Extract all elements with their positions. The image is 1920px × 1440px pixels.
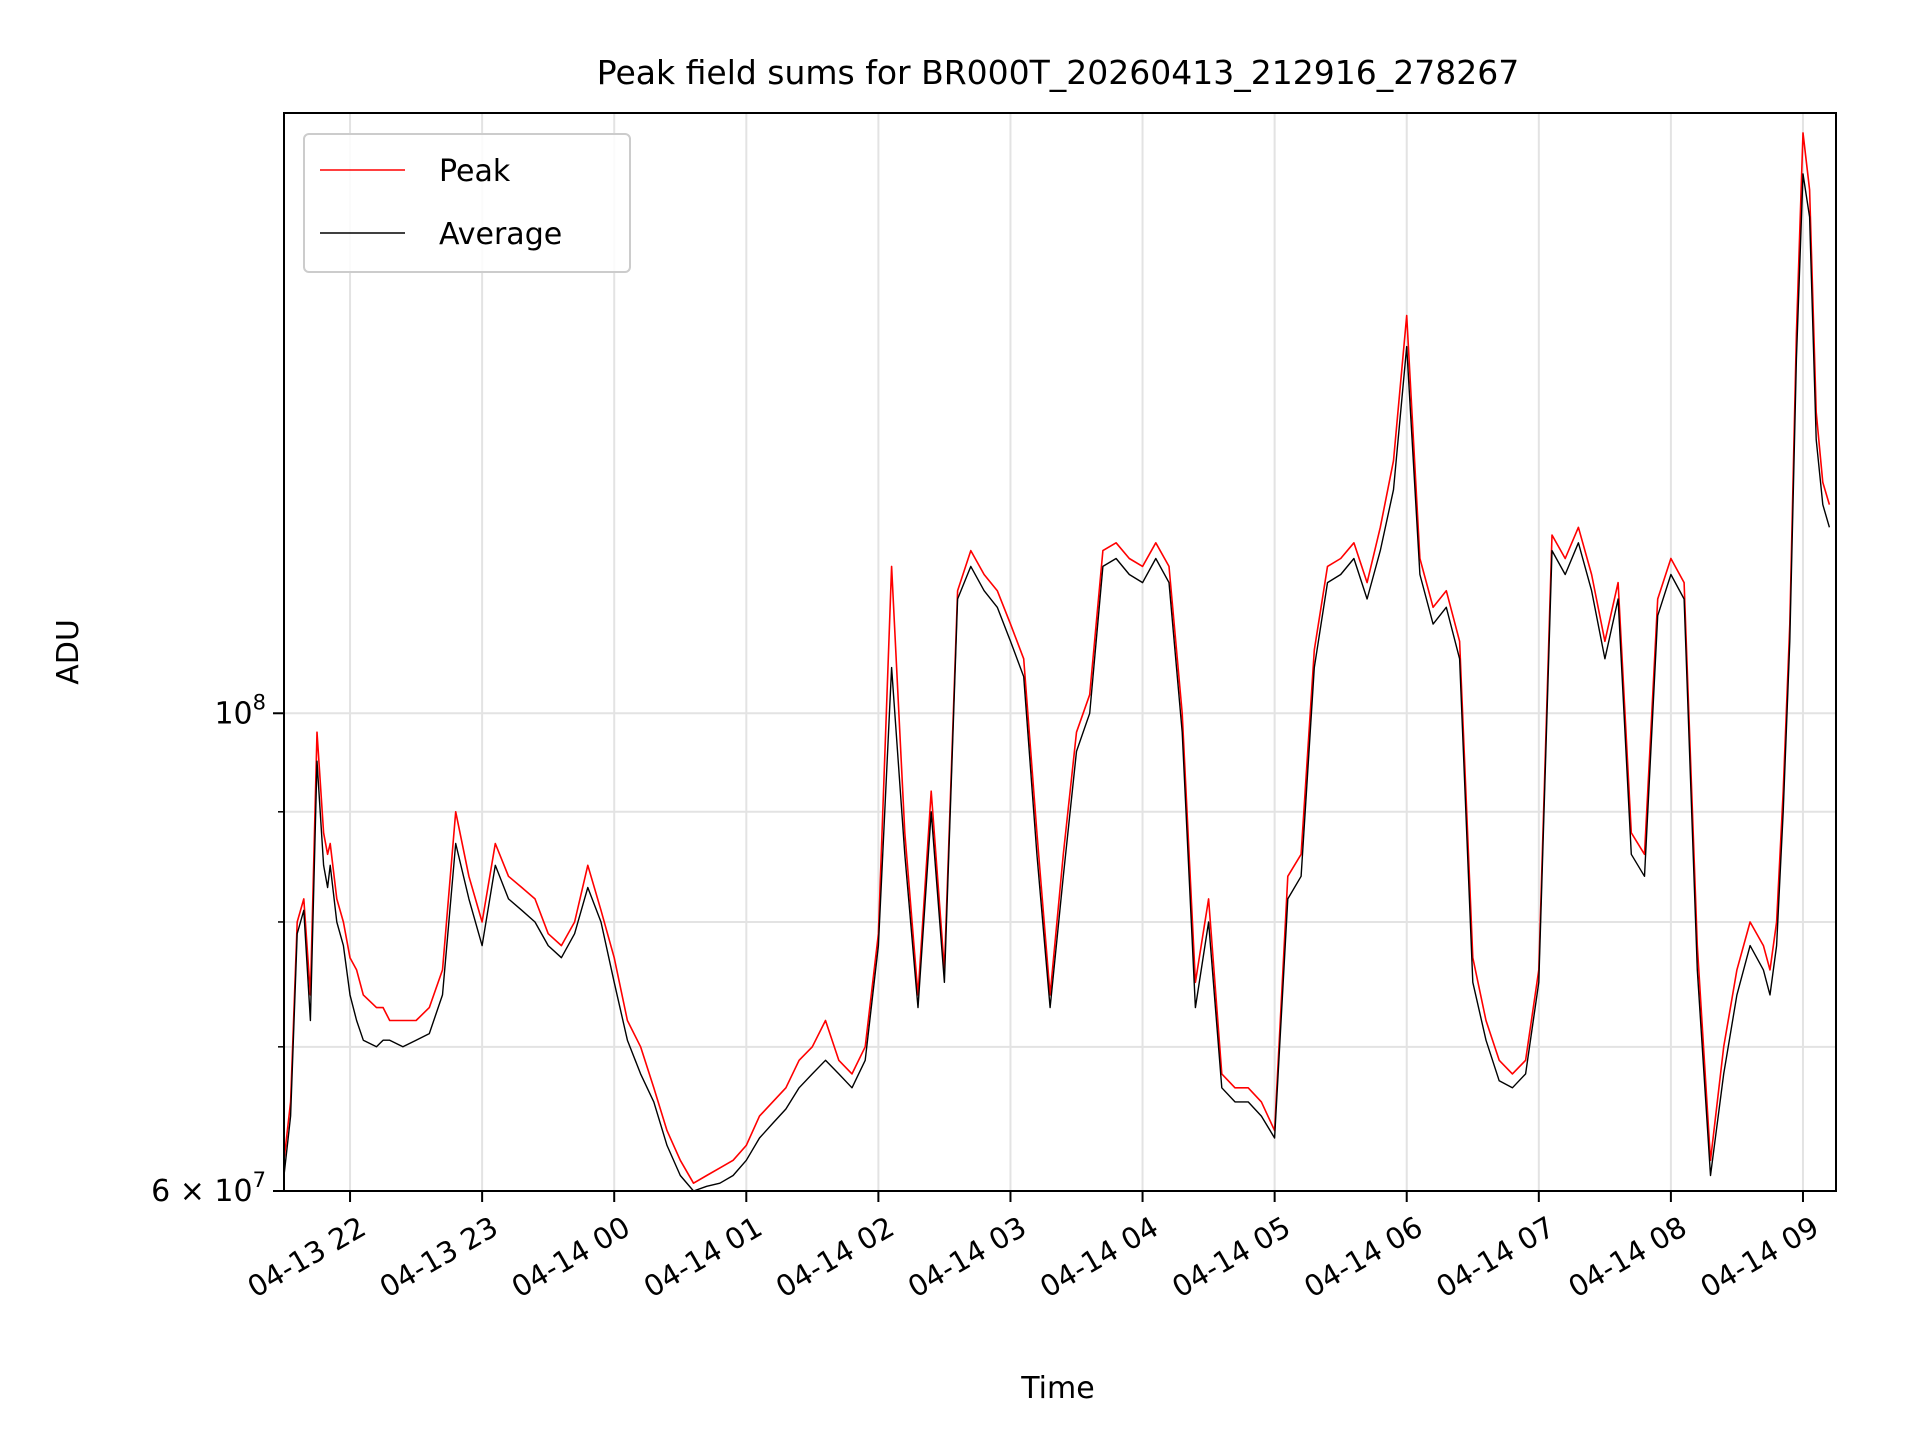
legend-label-average: Average: [439, 217, 562, 252]
y-tick-label: 6 × 107: [151, 1168, 266, 1209]
series-layer: [284, 132, 1831, 1191]
legend-label-peak: Peak: [439, 154, 511, 189]
x-axis-label: Time: [1020, 1371, 1094, 1406]
legend-box: [303, 133, 631, 273]
plot-frame: [283, 112, 1837, 1192]
series-line-average: [284, 173, 1831, 1191]
legend: Peak Average: [303, 133, 631, 273]
chart-title: Peak field sums for BR000T_20260413_2129…: [597, 53, 1519, 92]
series-line-peak: [284, 132, 1831, 1184]
y-axis-label: ADU: [51, 619, 86, 685]
grid-lines: [284, 113, 1836, 1191]
